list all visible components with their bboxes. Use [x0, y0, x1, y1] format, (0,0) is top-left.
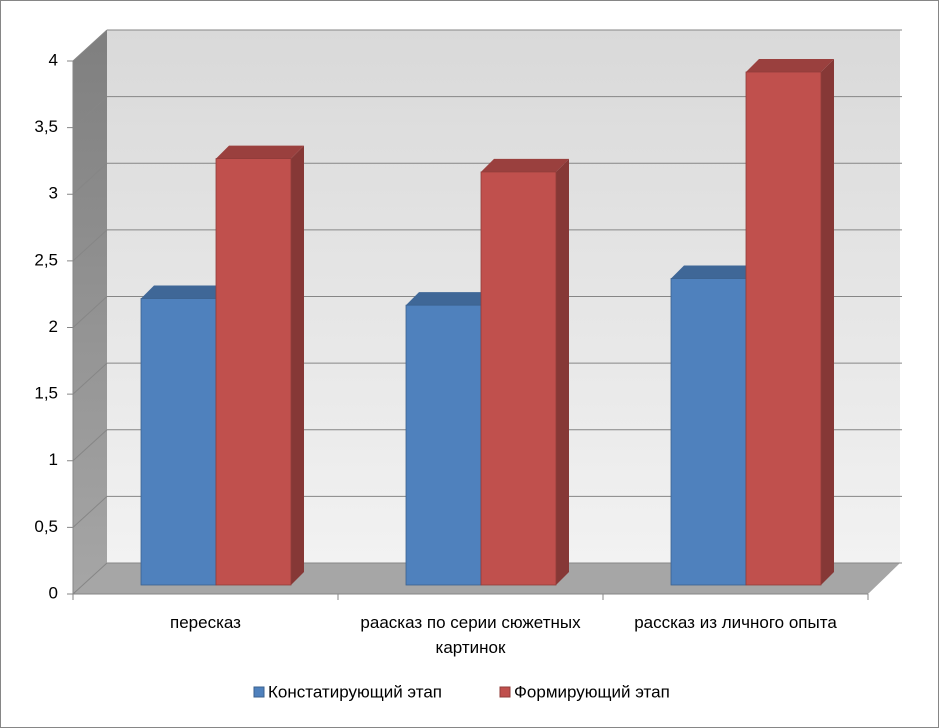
grid-line-side [72, 429, 108, 462]
legend-label: Констатирующий этап [268, 682, 442, 701]
grid-line-side [72, 296, 108, 328]
x-tick-label: рассказ из личного опыта [634, 613, 837, 632]
y-tick-label: 0 [49, 583, 58, 602]
bar-top [216, 145, 304, 159]
grid-line-side [72, 29, 108, 62]
x-tick-label: раасказ по серии сюжетных картинок [360, 613, 581, 657]
bar-top [141, 285, 229, 299]
grid-line-side [72, 96, 108, 128]
bar-side [556, 158, 569, 586]
bar-front [745, 71, 822, 586]
y-tick-label: 3,5 [34, 117, 58, 136]
bar-side [821, 58, 834, 586]
grid-line-side [72, 162, 108, 195]
bar-front [405, 304, 482, 586]
bar-front [140, 298, 217, 586]
grid-line-side [72, 562, 108, 595]
legend-label: Формирующий этап [514, 682, 670, 701]
bar-top [671, 265, 759, 279]
legend-swatch [253, 686, 265, 698]
grid-line-side [72, 362, 108, 395]
bar-top [406, 292, 494, 306]
bar-top [481, 158, 569, 172]
bar-front [215, 158, 292, 586]
x-tick-label: пересказ [170, 613, 241, 632]
legend-swatch [499, 686, 511, 698]
y-tick-label: 2,5 [34, 250, 58, 269]
bar-front [480, 171, 557, 586]
y-tick-label: 3 [49, 184, 58, 203]
bar-side [291, 145, 304, 585]
bar [745, 58, 834, 586]
y-tick-label: 2 [49, 317, 58, 336]
y-tick-label: 1,5 [34, 384, 58, 403]
bar [215, 145, 304, 586]
y-tick-label: 4 [49, 50, 58, 69]
grid-line-side [72, 496, 108, 528]
grid-line-side [72, 229, 108, 262]
bar-top [746, 58, 834, 72]
bar-front [670, 278, 747, 586]
bar [480, 158, 569, 586]
y-tick-label: 0,5 [34, 517, 58, 536]
y-tick-label: 1 [49, 450, 58, 469]
